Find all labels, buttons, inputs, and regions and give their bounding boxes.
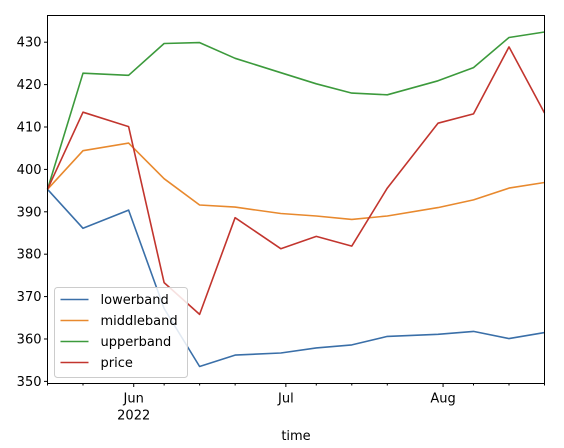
x-axis: Jun 2022 Jul Aug xyxy=(47,383,545,424)
x-axis-title: time xyxy=(281,429,310,444)
y-tick-label: 370 xyxy=(17,290,42,305)
x-tick-label: Aug xyxy=(430,392,455,407)
legend-label: upperband xyxy=(101,335,172,350)
y-tick-label: 390 xyxy=(17,205,42,220)
y-tick-label: 420 xyxy=(17,78,42,93)
y-tick-label: 400 xyxy=(17,163,42,178)
y-tick-label: 350 xyxy=(17,375,42,390)
legend-frame xyxy=(54,287,188,378)
series-line-middleband xyxy=(46,142,545,221)
series-line-price xyxy=(46,46,546,316)
legend-item: price xyxy=(60,356,133,371)
legend-label: lowerband xyxy=(101,293,169,308)
series-middleband xyxy=(46,142,545,221)
legend-item: upperband xyxy=(60,335,172,350)
series-price xyxy=(46,46,546,316)
y-tick-label: 430 xyxy=(17,36,42,51)
y-tick-label: 410 xyxy=(17,121,42,136)
legend-label: price xyxy=(101,356,133,371)
y-tick-label: 360 xyxy=(17,332,42,347)
series-line-lowerband xyxy=(46,188,545,368)
legend-label: middleband xyxy=(101,314,178,329)
plot-frame xyxy=(47,15,545,384)
y-tick-label: 380 xyxy=(17,248,42,263)
series-layer xyxy=(46,31,546,368)
x-tick-label: Jul xyxy=(277,392,294,407)
series-upperband xyxy=(46,31,545,190)
legend-item: lowerband xyxy=(60,293,169,308)
x-tick-label: Jun xyxy=(123,392,144,407)
y-axis: 350 360 370 380 390 400 410 420 430 xyxy=(17,36,48,390)
series-line-upperband xyxy=(46,31,545,190)
legend-item: middleband xyxy=(60,314,178,329)
legend: lowerband middleband upperband price xyxy=(54,287,188,378)
x-tick-sublabel: 2022 xyxy=(117,409,150,424)
series-lowerband xyxy=(46,188,545,368)
